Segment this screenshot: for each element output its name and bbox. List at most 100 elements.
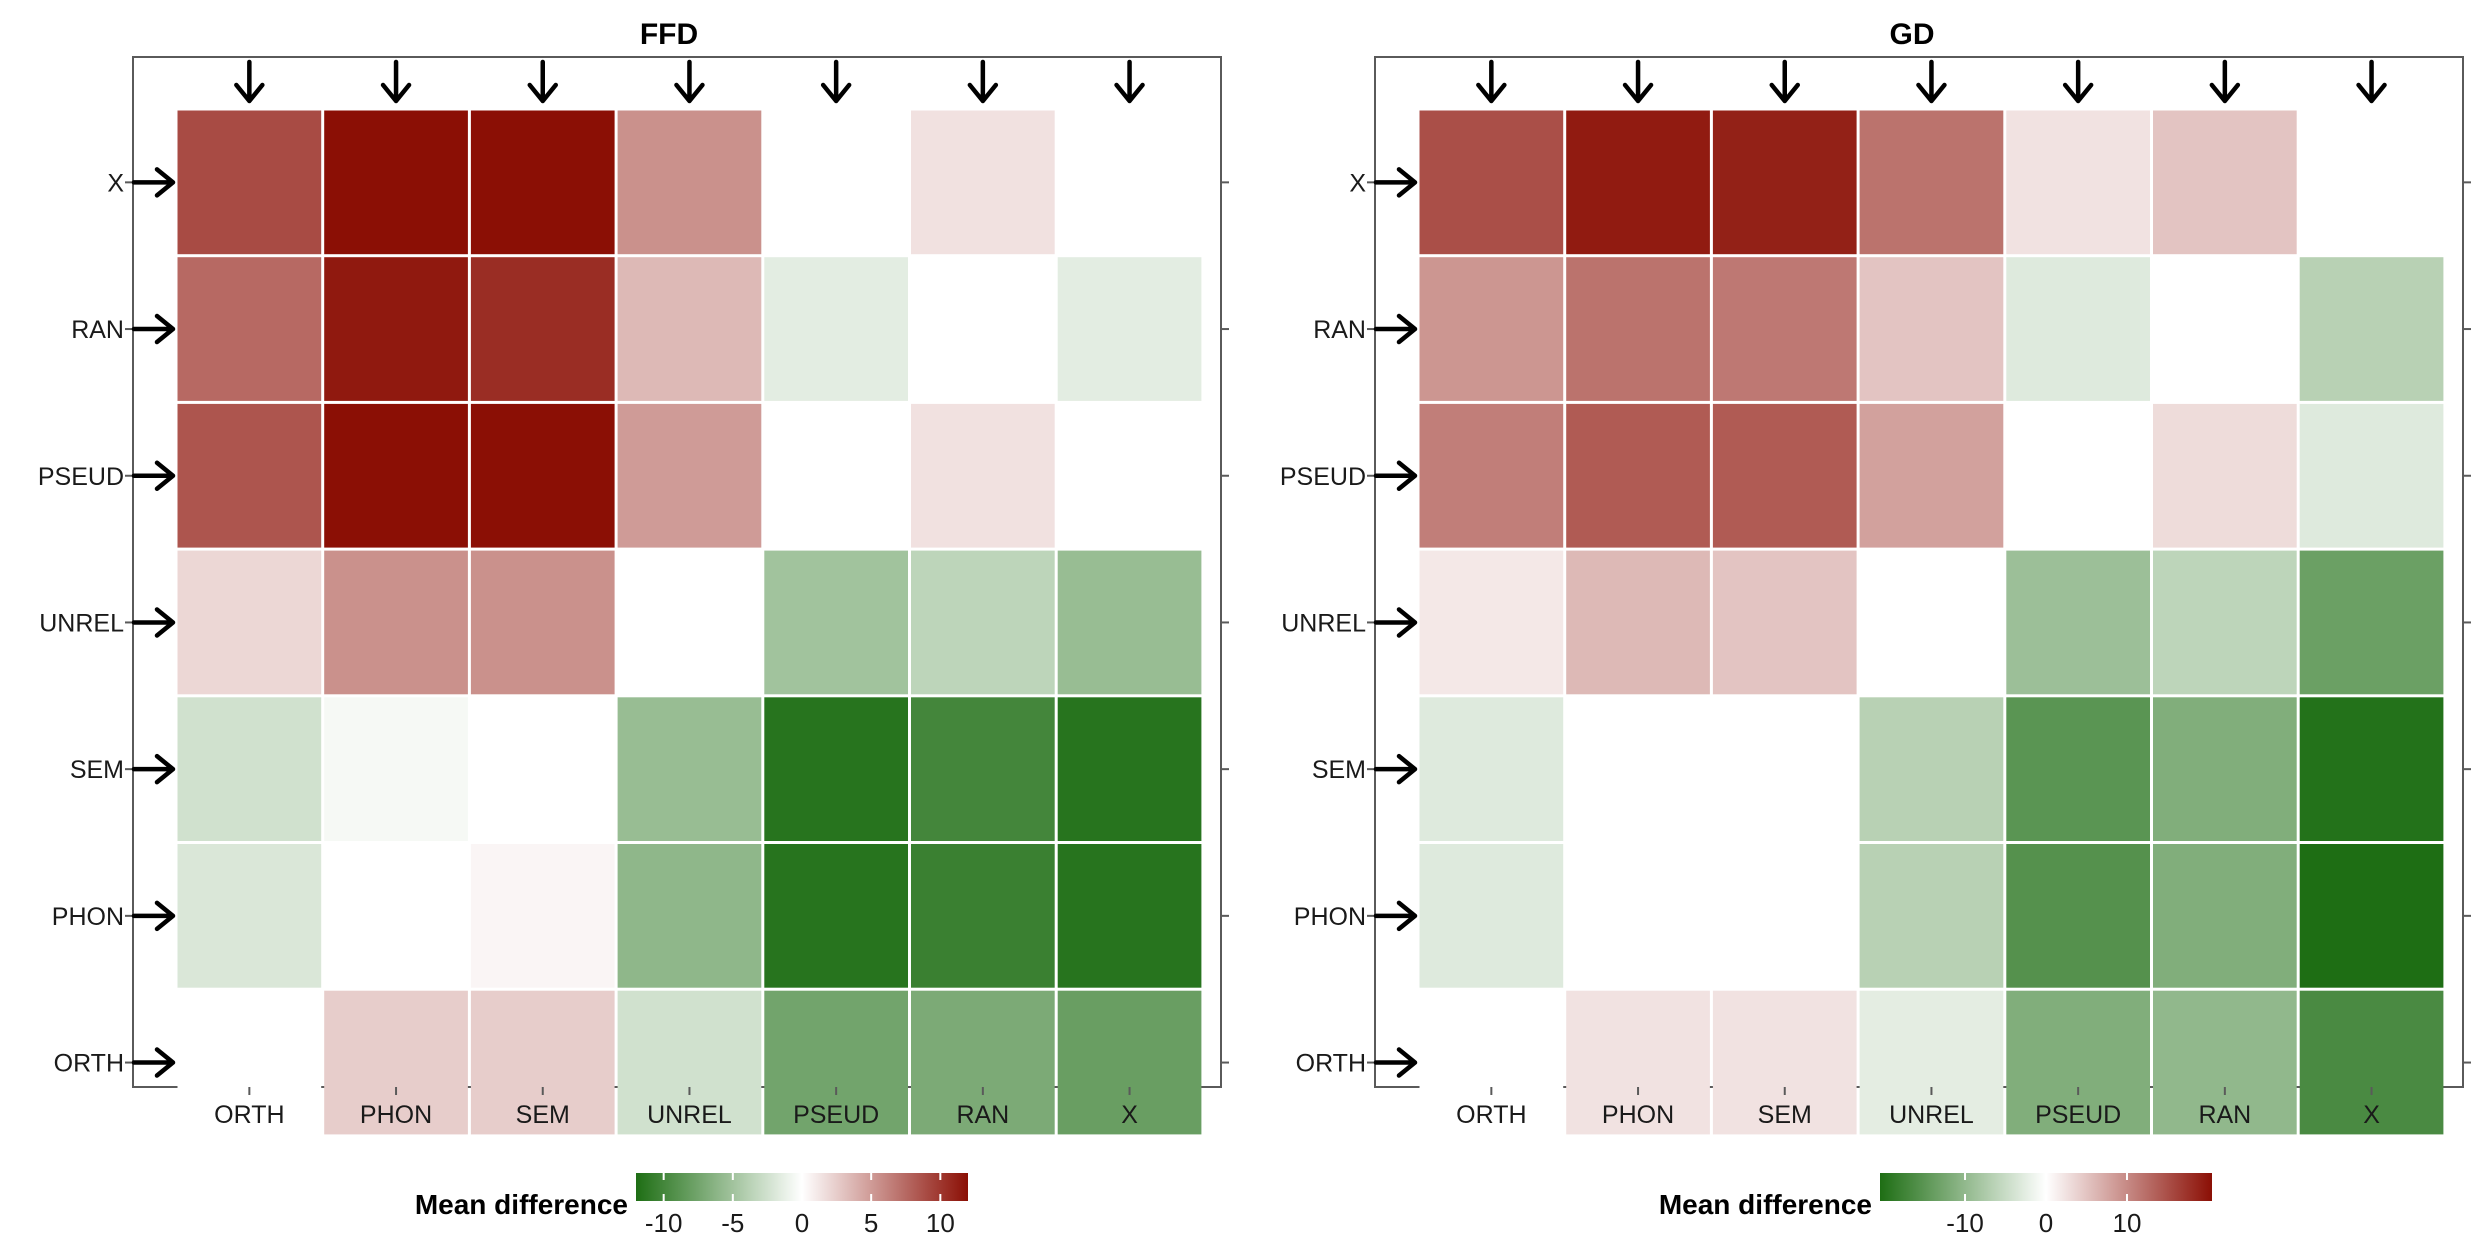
down-arrow-icon xyxy=(1622,59,1654,104)
heatmap-cell xyxy=(617,697,762,841)
heatmap-cell xyxy=(1057,257,1202,401)
y-tick-label: SEM xyxy=(70,756,124,784)
right-arrow-icon xyxy=(131,1047,176,1078)
heatmap-cell xyxy=(1419,697,1564,841)
heatmap-cell xyxy=(2299,110,2444,255)
colorbar-title-gd: Mean difference xyxy=(1659,1189,1872,1220)
heatmap-cell xyxy=(177,403,322,548)
down-arrow-icon xyxy=(527,59,558,104)
heatmap-cell xyxy=(2006,550,2150,695)
x-tick-label: ORTH xyxy=(214,1101,284,1129)
right-arrow-icon xyxy=(131,753,176,785)
heatmap-cell xyxy=(177,257,322,401)
y-tick-label: RAN xyxy=(71,316,124,344)
y-tick-label: X xyxy=(1349,169,1366,197)
heatmap-cell xyxy=(1712,844,1857,988)
panel-ffd: FFD ORTH PHON SEM UNREL PSEUD RAN X X RAN PSEUD U… xyxy=(38,18,1229,1238)
heatmap-cell xyxy=(911,257,1055,401)
down-arrow-icon xyxy=(967,59,999,104)
colorbar-tick-label: -10 xyxy=(1946,1208,1984,1238)
y-tick-label: PHON xyxy=(52,903,124,931)
colorbar-tick-label: 10 xyxy=(2113,1208,2142,1238)
heatmap-cell xyxy=(1566,697,1710,841)
y-axis-ffd: X RAN PSEUD UNREL SEM PHON ORTH xyxy=(38,169,1229,1078)
x-tick-label: SEM xyxy=(516,1101,570,1129)
heatmap-cell xyxy=(1419,550,1564,695)
right-arrow-icon xyxy=(1373,313,1418,345)
heatmap-cell xyxy=(2153,403,2297,548)
heatmap-cell xyxy=(764,990,908,1135)
heatmap-cell xyxy=(1419,990,1564,1135)
right-arrow-icon xyxy=(1373,460,1418,491)
down-arrow-icon xyxy=(234,59,265,104)
heatmap-cells-gd xyxy=(1419,110,2444,1135)
colorbar-tick-label: 0 xyxy=(795,1208,809,1238)
down-arrow-icon xyxy=(1114,59,1145,104)
y-tick-label: ORTH xyxy=(1296,1050,1366,1078)
down-arrow-icon xyxy=(2062,59,2094,104)
heatmap-cell xyxy=(1057,550,1202,695)
heatmap-cell xyxy=(470,550,615,695)
y-tick-label: UNREL xyxy=(1281,609,1366,637)
colorbar-ticks-gd: -10 0 10 xyxy=(1946,1173,2141,1238)
heatmap-cell xyxy=(911,550,1055,695)
heatmap-cell xyxy=(2299,403,2444,548)
heatmap-cell xyxy=(764,550,908,695)
heatmap-cell xyxy=(1057,697,1202,841)
heatmap-cell xyxy=(617,257,762,401)
heatmap-cell xyxy=(1859,697,2004,841)
down-arrow-icon xyxy=(2209,59,2241,104)
heatmap-cell xyxy=(470,990,615,1135)
colorbar-gd: Mean difference -10 0 10 xyxy=(1659,1173,2212,1238)
heatmap-cell xyxy=(911,697,1055,841)
y-tick-label: PHON xyxy=(1294,903,1366,931)
x-axis-ffd: ORTH PHON SEM UNREL PSEUD RAN X xyxy=(214,1087,1138,1129)
x-tick-label: ORTH xyxy=(1456,1101,1526,1129)
x-axis-gd: ORTH PHON SEM UNREL PSEUD RAN X xyxy=(1456,1087,2380,1129)
y-axis-gd: X RAN PSEUD UNREL SEM PHON ORTH xyxy=(1280,169,2471,1078)
right-arrow-icon xyxy=(1373,167,1418,198)
heatmap-cell xyxy=(1859,403,2004,548)
y-tick-label: UNREL xyxy=(39,609,124,637)
heatmap-cell xyxy=(617,110,762,255)
heatmap-cell xyxy=(617,550,762,695)
heatmap-cell xyxy=(2153,844,2297,988)
heatmap-cell xyxy=(617,990,762,1135)
heatmap-cell xyxy=(2006,697,2150,841)
heatmap-cell xyxy=(1712,403,1857,548)
x-tick-label: PHON xyxy=(1602,1101,1674,1129)
right-arrow-icon xyxy=(131,900,176,932)
heatmap-cell xyxy=(470,257,615,401)
heatmap-cell xyxy=(1057,990,1202,1135)
heatmap-cell xyxy=(1057,403,1202,548)
heatmap-cell xyxy=(2153,110,2297,255)
x-tick-label: X xyxy=(1121,1101,1138,1129)
colorbar-tick-label: 10 xyxy=(926,1208,955,1238)
heatmap-cell xyxy=(1419,844,1564,988)
heatmap-cell xyxy=(1712,257,1857,401)
heatmap-cell xyxy=(324,403,468,548)
down-arrow-icon xyxy=(380,59,412,104)
heatmap-cell xyxy=(1566,990,1710,1135)
heatmap-cell xyxy=(1566,550,1710,695)
heatmap-cell xyxy=(1566,110,1710,255)
right-arrow-icon xyxy=(131,167,176,198)
x-tick-label: RAN xyxy=(2198,1101,2251,1129)
x-tick-label: PHON xyxy=(360,1101,432,1129)
down-arrow-icon xyxy=(1916,59,1947,104)
colorbar-ffd: Mean difference -10 -5 0 5 10 xyxy=(415,1173,968,1238)
x-tick-label: SEM xyxy=(1758,1101,1812,1129)
heatmap-cell xyxy=(1057,110,1202,255)
heatmap-cell xyxy=(1566,257,1710,401)
heatmap-cell xyxy=(617,403,762,548)
heatmap-cell xyxy=(911,110,1055,255)
heatmap-cell xyxy=(1057,844,1202,988)
down-arrow-icon xyxy=(1769,59,1800,104)
heatmap-cell xyxy=(1712,110,1857,255)
heatmap-cell xyxy=(470,110,615,255)
y-tick-label: SEM xyxy=(1312,756,1366,784)
arrow-markers-ffd xyxy=(131,59,1145,1078)
right-arrow-icon xyxy=(131,460,176,491)
y-tick-label: ORTH xyxy=(54,1050,124,1078)
heatmap-cell xyxy=(2299,990,2444,1135)
